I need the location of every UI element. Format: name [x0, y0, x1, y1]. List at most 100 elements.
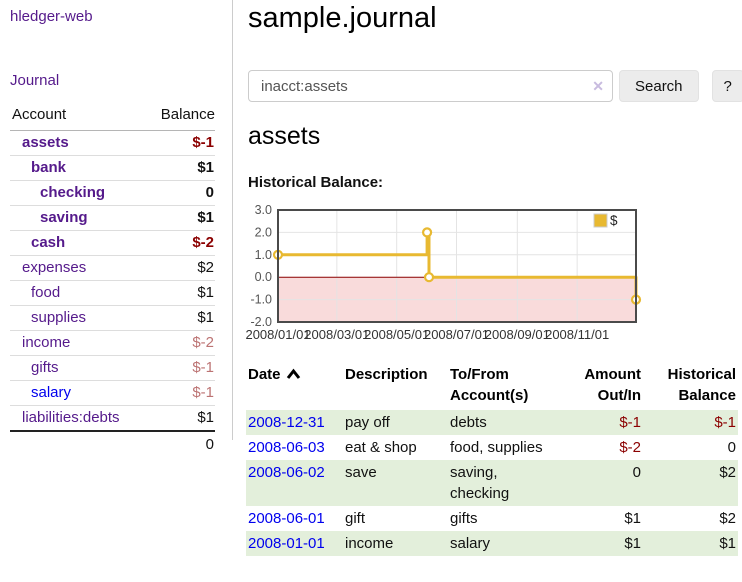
- y-tick-label: -1.0: [250, 293, 272, 307]
- search-form: ✕ Search ?: [248, 70, 742, 102]
- legend-swatch: [593, 213, 608, 228]
- transaction-date-link[interactable]: 2008-01-01: [248, 535, 325, 552]
- register-table: Date Description To/From Account(s) Amou…: [246, 362, 738, 556]
- data-point-marker: [423, 272, 435, 283]
- transaction-date-cell: 2008-01-01: [246, 531, 343, 556]
- account-row: supplies $1: [10, 305, 215, 331]
- account-link-cash[interactable]: cash: [31, 234, 66, 251]
- account-link-assets[interactable]: assets: [22, 134, 69, 151]
- account-row: income $-2: [10, 330, 215, 356]
- transaction-date-link[interactable]: 2008-06-02: [248, 464, 325, 481]
- account-link-liabilities-debts[interactable]: liabilities:debts: [22, 409, 120, 426]
- column-header-balance: Historical Balance: [667, 366, 736, 404]
- transaction-row[interactable]: 2008-06-02 save saving, checking 0 $2: [246, 460, 738, 506]
- transaction-balance: $2: [719, 464, 736, 481]
- account-row: assets $-1: [10, 131, 215, 156]
- transaction-row[interactable]: 2008-06-01 gift gifts $1 $2: [246, 506, 738, 531]
- account-heading: assets: [248, 122, 321, 150]
- transaction-balance: $-1: [714, 414, 736, 431]
- date-header-label: Date: [248, 366, 281, 383]
- account-balance: $1: [145, 305, 215, 331]
- page-title: sample.journal: [248, 2, 437, 34]
- transaction-amount: $-1: [619, 414, 641, 431]
- transaction-date-link[interactable]: 2008-06-01: [248, 510, 325, 527]
- account-link-food[interactable]: food: [31, 284, 61, 301]
- y-tick-label: 2.0: [255, 225, 272, 239]
- transaction-date-cell: 2008-12-31: [246, 410, 343, 435]
- column-header-accounts: To/From Account(s): [450, 366, 529, 404]
- column-header-date[interactable]: Date: [246, 362, 343, 410]
- account-link-saving[interactable]: saving: [40, 209, 88, 226]
- accounts-total-balance: 0: [145, 430, 215, 457]
- column-header-description: Description: [345, 366, 428, 383]
- account-balance: $-2: [145, 330, 215, 356]
- accounts-table: Account Balance assets $-1 bank $1 checking 0…: [10, 103, 215, 457]
- account-link-gifts[interactable]: gifts: [31, 359, 59, 376]
- transaction-row[interactable]: 2008-01-01 income salary $1 $1: [246, 531, 738, 556]
- data-point-marker: [421, 227, 433, 238]
- clear-search-icon[interactable]: ✕: [592, 78, 604, 94]
- account-cell: expenses: [10, 255, 146, 281]
- accounts-total-row: 0: [10, 430, 215, 457]
- account-row: checking 0: [10, 180, 215, 206]
- account-column-header: Account: [10, 103, 146, 131]
- transaction-row[interactable]: 2008-12-31 pay off debts $-1 $-1: [246, 410, 738, 435]
- transaction-amount: $1: [624, 510, 641, 527]
- search-button[interactable]: Search: [619, 70, 699, 102]
- account-cell: income: [10, 330, 146, 356]
- account-balance: $1: [145, 405, 215, 431]
- account-link-bank[interactable]: bank: [31, 159, 67, 176]
- transaction-description: eat & shop: [345, 439, 417, 456]
- transaction-description: income: [345, 535, 394, 552]
- transaction-balance: 0: [727, 439, 736, 456]
- account-row: cash $-2: [10, 230, 215, 256]
- sidebar-item-journal[interactable]: Journal: [10, 72, 60, 89]
- account-link-income[interactable]: income: [22, 334, 71, 351]
- balance-column-header: Balance: [145, 103, 215, 131]
- account-balance: $-1: [145, 355, 215, 381]
- account-cell: bank: [10, 155, 146, 181]
- help-button[interactable]: ?: [711, 70, 742, 102]
- account-cell: saving: [10, 205, 146, 231]
- account-link-salary[interactable]: salary: [31, 384, 72, 401]
- account-cell: gifts: [10, 355, 146, 381]
- account-cell: salary: [10, 380, 146, 406]
- column-header-amount: Amount Out/In: [584, 366, 641, 404]
- account-link-checking[interactable]: checking: [40, 184, 106, 201]
- account-cell: supplies: [10, 305, 146, 331]
- account-row: expenses $2: [10, 255, 215, 281]
- register-header-row: Date Description To/From Account(s) Amou…: [246, 362, 738, 410]
- transaction-balance: $2: [719, 510, 736, 527]
- account-row: food $1: [10, 280, 215, 306]
- transaction-row[interactable]: 2008-06-03 eat & shop food, supplies $-2 0: [246, 435, 738, 460]
- account-cell: checking: [10, 180, 146, 206]
- transaction-accounts: salary: [450, 535, 491, 552]
- transaction-amount: $1: [624, 535, 641, 552]
- search-input[interactable]: [248, 70, 613, 102]
- account-link-expenses[interactable]: expenses: [22, 259, 87, 276]
- account-balance: $2: [145, 255, 215, 281]
- accounts-table-header-row: Account Balance: [10, 103, 215, 131]
- transaction-date-cell: 2008-06-01: [246, 506, 343, 531]
- account-row: gifts $-1: [10, 355, 215, 381]
- account-link-supplies[interactable]: supplies: [31, 309, 87, 326]
- transaction-date-link[interactable]: 2008-06-03: [248, 439, 325, 456]
- account-row: bank $1: [10, 155, 215, 181]
- x-tick-label: 2008/05/01: [364, 327, 429, 342]
- historical-balance-chart: 3.0 2.0 1.0 0.0 -1.0 -2.02008/01/012008/03/01…: [245, 203, 642, 342]
- transaction-description: save: [345, 464, 377, 481]
- transaction-date-link[interactable]: 2008-12-31: [248, 414, 325, 431]
- account-cell: food: [10, 280, 146, 306]
- brand-link[interactable]: hledger-web: [10, 8, 93, 25]
- account-balance: $1: [145, 205, 215, 231]
- sidebar: hledger-web Journal Account Balance asse…: [0, 0, 233, 457]
- transaction-amount: $-2: [619, 439, 641, 456]
- transaction-description: pay off: [345, 414, 390, 431]
- account-balance: $-1: [192, 134, 214, 151]
- y-tick-label: 0.0: [255, 270, 272, 284]
- transaction-date-cell: 2008-06-03: [246, 435, 343, 460]
- sort-ascending-icon[interactable]: [286, 365, 301, 386]
- x-tick-label: 2008/03/01: [304, 327, 369, 342]
- x-tick-label: 2008/09/01: [485, 327, 550, 342]
